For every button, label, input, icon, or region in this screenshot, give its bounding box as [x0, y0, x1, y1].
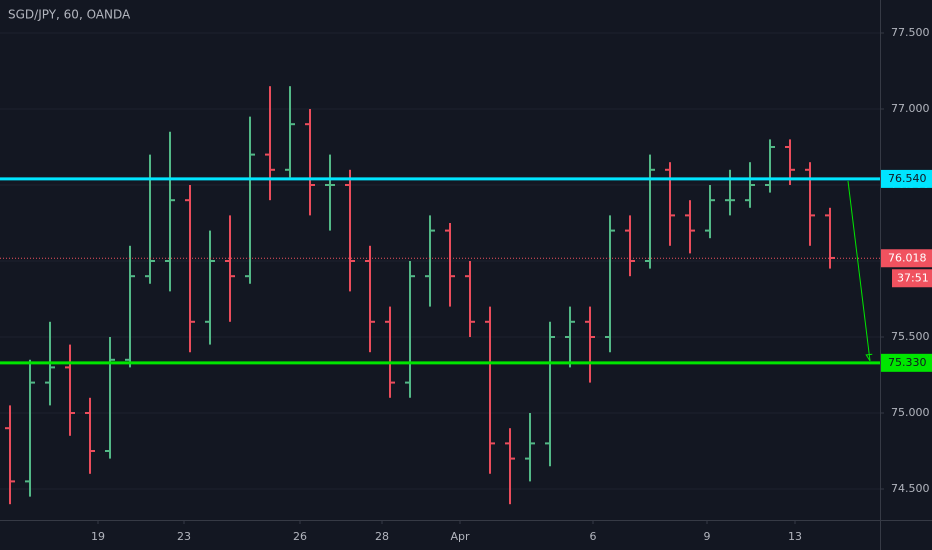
x-tick-label: 9 — [704, 530, 711, 543]
x-tick-label: 26 — [293, 530, 307, 543]
countdown-box — [892, 269, 932, 288]
y-tick-label: 74.500 — [891, 482, 930, 495]
projection-arrow-head — [865, 353, 873, 362]
x-tick-label: 13 — [788, 530, 802, 543]
level-box — [881, 353, 932, 372]
bars — [0, 32, 880, 505]
overlay — [0, 177, 880, 365]
y-tick-label: 75.000 — [891, 406, 930, 419]
x-tick-label: 23 — [177, 530, 191, 543]
x-tick-label: 6 — [590, 530, 597, 543]
x-tick-label: Apr — [450, 530, 470, 543]
y-tick-label: 77.500 — [891, 26, 930, 39]
current-price-label: 76.018 — [888, 251, 927, 264]
projection-arrow — [847, 180, 871, 361]
x-tick-label: 28 — [375, 530, 389, 543]
level-label: 75.330 — [888, 356, 927, 369]
y-tick-label: 75.500 — [891, 330, 930, 343]
level-label: 76.540 — [888, 172, 927, 185]
x-tick-label: 19 — [91, 530, 105, 543]
current-price-box — [881, 249, 932, 268]
y-tick-label: 77.000 — [891, 102, 930, 115]
level-box — [881, 169, 932, 188]
countdown-label: 37:51 — [897, 271, 929, 284]
chart-title: SGD/JPY, 60, OANDA — [8, 8, 131, 22]
